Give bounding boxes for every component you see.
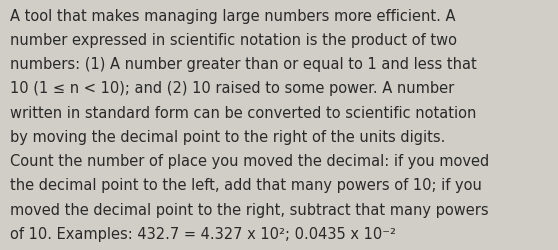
Text: 10 (1 ≤ n < 10); and (2) 10 raised to some power. A number: 10 (1 ≤ n < 10); and (2) 10 raised to so… (10, 81, 454, 96)
Text: written in standard form can be converted to scientific notation: written in standard form can be converte… (10, 105, 477, 120)
Text: number expressed in scientific notation is the product of two: number expressed in scientific notation … (10, 33, 457, 48)
Text: by moving the decimal point to the right of the units digits.: by moving the decimal point to the right… (10, 130, 445, 144)
Text: Count the number of place you moved the decimal: if you moved: Count the number of place you moved the … (10, 154, 489, 168)
Text: numbers: (1) A number greater than or equal to 1 and less that: numbers: (1) A number greater than or eq… (10, 57, 477, 72)
Text: the decimal point to the left, add that many powers of 10; if you: the decimal point to the left, add that … (10, 178, 482, 192)
Text: of 10. Examples: 432.7 = 4.327 x 10²; 0.0435 x 10⁻²: of 10. Examples: 432.7 = 4.327 x 10²; 0.… (10, 226, 396, 241)
Text: A tool that makes managing large numbers more efficient. A: A tool that makes managing large numbers… (10, 9, 455, 24)
Text: moved the decimal point to the right, subtract that many powers: moved the decimal point to the right, su… (10, 202, 489, 217)
